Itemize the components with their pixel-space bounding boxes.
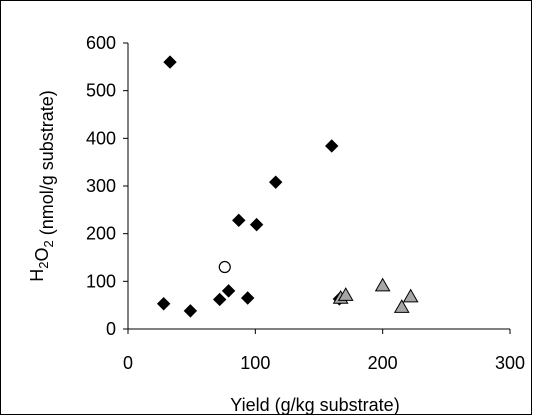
diamond-point [325, 139, 339, 153]
data-points [156, 55, 419, 318]
diamond-point [163, 55, 177, 69]
triangle-point [337, 287, 354, 301]
diamond-point [183, 304, 198, 318]
diamond-point [156, 297, 171, 311]
y-tick-label: 300 [86, 176, 116, 196]
y-tick-label: 600 [86, 33, 116, 53]
y-axis-title: H2O2 (nmol/g substrate) [27, 90, 57, 282]
y-tick-label: 200 [86, 224, 116, 244]
x-tick-label: 300 [495, 353, 525, 373]
x-axis-title: Yield (g/kg substrate) [230, 395, 399, 415]
diamond-point [249, 217, 264, 232]
diamond-point [232, 213, 246, 228]
triangle-point [402, 288, 419, 303]
y-tick-label: 0 [106, 319, 116, 339]
x-tick-label: 100 [240, 353, 270, 373]
axis-ticks [123, 42, 511, 334]
y-tick-label: 500 [86, 81, 116, 101]
x-tick-label: 0 [123, 353, 133, 373]
y-tick-label: 100 [86, 271, 116, 291]
triangle-point [393, 299, 410, 313]
x-tick-label: 200 [368, 353, 398, 373]
diamond-point [268, 175, 283, 189]
axis-tick-labels: 0 100 200 300 400 500 600 0 100 200 300 [86, 33, 525, 373]
diamond-point [221, 284, 236, 298]
triangle-point [374, 277, 391, 292]
diamond-point [240, 291, 255, 305]
y-tick-label: 400 [86, 128, 116, 148]
diamond-point [212, 292, 227, 307]
open-circle-point [218, 260, 231, 274]
